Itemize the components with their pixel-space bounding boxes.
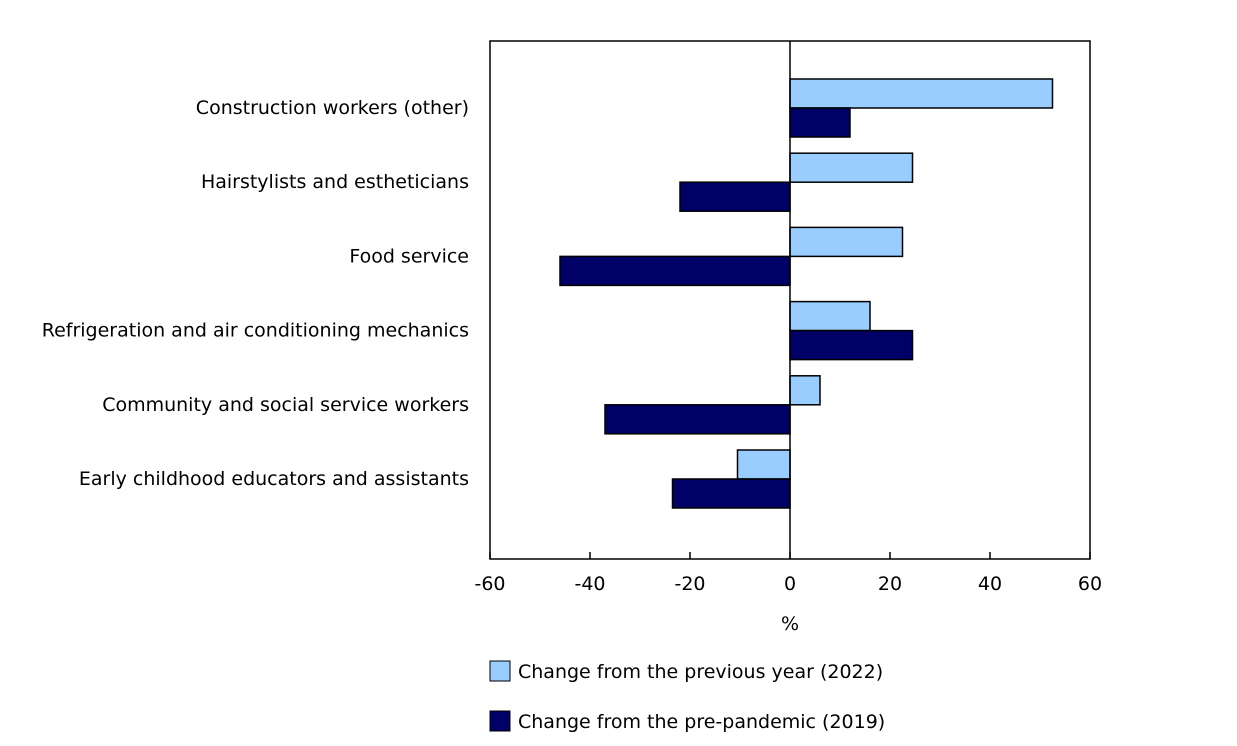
category-label: Early childhood educators and assistants: [79, 468, 469, 490]
x-tick-label: 20: [878, 573, 902, 595]
x-tick-label: 60: [1078, 573, 1102, 595]
category-label: Food service: [349, 245, 469, 267]
x-tick-label: -40: [574, 573, 605, 595]
category-label: Construction workers (other): [196, 97, 469, 119]
bar-pre-pandemic-4: [604, 404, 791, 435]
bar-pre-pandemic-2: [559, 255, 791, 287]
bar-pre-pandemic-0: [789, 107, 851, 138]
x-tick-label: 40: [978, 573, 1002, 595]
legend-label-pre-pandemic: Change from the pre-pandemic (2019): [518, 711, 885, 733]
x-tick-label: -20: [674, 573, 705, 595]
category-label: Hairstylists and estheticians: [201, 171, 469, 193]
bar-pre-pandemic-3: [789, 329, 914, 361]
category-label: Refrigeration and air conditioning mecha…: [42, 320, 469, 342]
x-axis-title: %: [781, 613, 799, 635]
x-tick-label: -60: [474, 573, 505, 595]
bar-pre-pandemic-1: [679, 181, 791, 212]
category-label: Community and social service workers: [102, 394, 469, 416]
x-tick-label: 0: [784, 573, 796, 595]
bar-pre-pandemic-5: [671, 478, 791, 509]
legend-swatch-previous-year: [489, 660, 511, 682]
legend-label-previous-year: Change from the previous year (2022): [518, 661, 883, 683]
legend-swatch-pre-pandemic: [489, 710, 511, 732]
bar-previous-year-1: [789, 152, 914, 183]
bar-previous-year-0: [789, 78, 1054, 109]
bar-previous-year-3: [789, 300, 871, 332]
bar-previous-year-4: [789, 375, 821, 406]
bar-previous-year-2: [789, 226, 904, 258]
bar-previous-year-5: [736, 449, 791, 480]
